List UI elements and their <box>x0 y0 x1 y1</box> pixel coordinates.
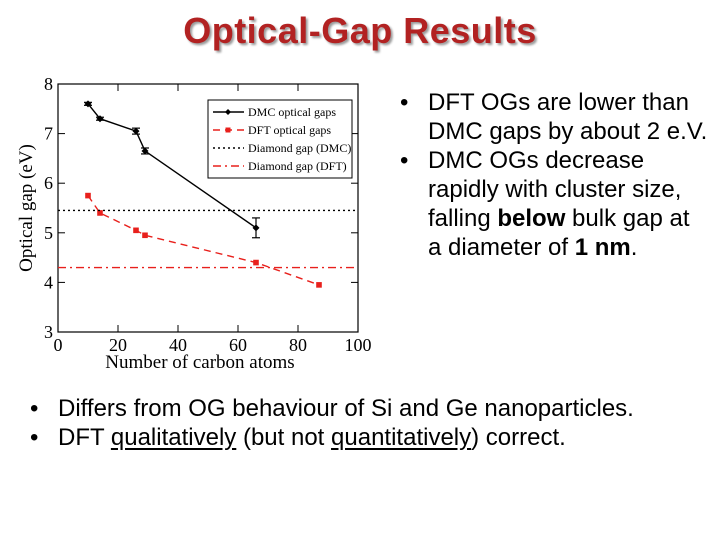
bullet-text: . <box>630 234 638 261</box>
bold-text: below <box>497 205 566 232</box>
x-tick-label: 100 <box>345 335 372 355</box>
optical-gap-chart: 0 20 40 60 80 100 3 4 5 6 7 8 Number of carbon atoms… <box>18 76 372 372</box>
legend-box <box>207 99 353 179</box>
x-tick-label: 20 <box>109 335 127 355</box>
data-point <box>252 224 260 232</box>
y-tick-label: 5 <box>44 223 53 243</box>
y-tick-label: 6 <box>44 173 53 193</box>
underlined-text: quantitatively <box>331 424 472 451</box>
legend-label: DFT optical gaps <box>248 123 331 137</box>
bullet-item: DMC OGs decrease rapidly with cluster si… <box>398 146 708 262</box>
bullet-text: (but not <box>236 424 332 451</box>
bullets-bottom: Differs from OG behaviour of Si and Ge n… <box>28 394 708 452</box>
y-tick-label: 3 <box>44 322 53 342</box>
data-point <box>316 282 322 288</box>
series-line <box>87 195 320 286</box>
x-tick-label: 0 <box>54 335 63 355</box>
legend-marker <box>225 127 231 133</box>
data-point <box>133 227 139 234</box>
data-point <box>141 147 149 155</box>
bold-text: 1 nm <box>574 234 631 261</box>
bullet-text: bulk gap at a diameter of <box>428 205 690 261</box>
plot-frame <box>57 83 359 333</box>
bullet-text: Differs from OG behaviour of Si and Ge n… <box>58 395 634 422</box>
bullet-text: DFT OGs are lower than DMC gaps by about… <box>428 89 708 145</box>
data-point <box>132 127 140 135</box>
data-point <box>142 232 148 239</box>
bullet-text: DMC OGs decrease rapidly with cluster si… <box>428 147 682 232</box>
y-tick-label: 4 <box>44 272 53 292</box>
data-point <box>85 192 91 199</box>
bullet-item: Differs from OG behaviour of Si and Ge n… <box>28 394 708 423</box>
bullet-item: DFT OGs are lower than DMC gaps by about… <box>398 88 708 146</box>
x-tick-label: 80 <box>289 335 307 355</box>
y-tick-label: 7 <box>44 124 53 144</box>
data-point <box>97 210 103 216</box>
bullet-text: DFT <box>58 424 111 451</box>
x-tick-label: 60 <box>229 335 247 355</box>
slide-title: Optical-Gap Results <box>183 10 537 51</box>
data-point <box>84 100 92 108</box>
legend-label: Diamond gap (DMC) <box>248 141 351 155</box>
legend-marker <box>225 109 231 115</box>
legend-label: Diamond gap (DFT) <box>248 159 347 173</box>
bullets-right: DFT OGs are lower than DMC gaps by about… <box>398 88 708 262</box>
data-point <box>96 115 104 123</box>
y-axis-label: Optical gap (eV) <box>18 144 37 272</box>
y-tick-label: 8 <box>44 76 53 94</box>
legend-label: DMC optical gaps <box>248 105 336 119</box>
x-tick-label: 40 <box>169 335 187 355</box>
bullet-text: ) correct. <box>471 424 566 451</box>
data-point <box>253 259 259 266</box>
underlined-text: qualitatively <box>110 424 237 451</box>
bullet-item: DFT qualitatively (but not quantitativel… <box>28 423 708 452</box>
x-axis-label: Number of carbon atoms <box>105 352 294 372</box>
